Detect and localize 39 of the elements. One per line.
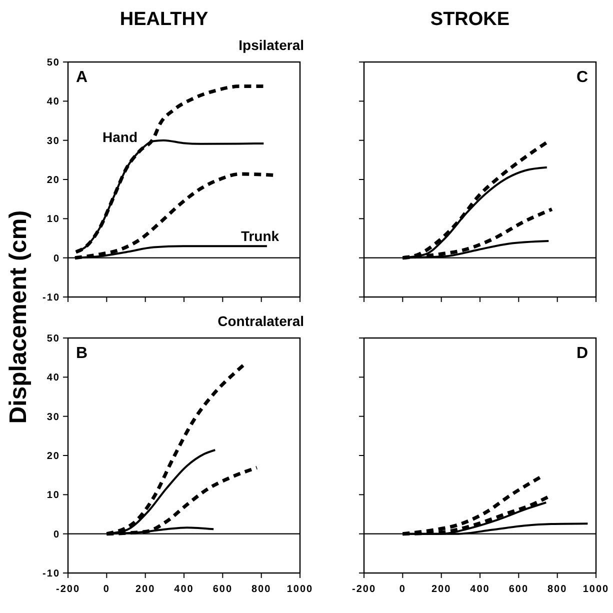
annotation: Trunk [240, 228, 280, 244]
chart-title: HEALTHY [120, 9, 208, 30]
x-tick-label: -200 [56, 584, 80, 595]
x-tick-label: 200 [431, 584, 452, 595]
y-tick-label: 50 [46, 334, 60, 344]
y-tick-label: 40 [46, 372, 60, 384]
y-tick-label: 30 [46, 412, 60, 423]
y-tick-label: 20 [46, 175, 60, 186]
x-tick-label: -200 [352, 584, 376, 595]
y-tick-label: 30 [46, 136, 60, 147]
y-tick-label: -10 [42, 568, 60, 580]
chart-subtitle: Ipsilateral [238, 37, 304, 53]
y-tick-label: 10 [46, 214, 60, 226]
x-tick-label: 200 [135, 584, 156, 595]
x-tick-label: 400 [470, 584, 490, 595]
annotation: D [576, 345, 588, 362]
x-tick-label: 0 [399, 584, 406, 595]
chart-subtitle: Contralateral [218, 313, 304, 329]
annotation: C [576, 69, 588, 86]
y-tick-label: 20 [46, 451, 60, 462]
chart-title: STROKE [430, 9, 510, 30]
y-tick-label: -10 [42, 292, 60, 304]
x-tick-label: 1000 [582, 584, 610, 595]
annotation: A [76, 69, 88, 86]
y-axis-title: Displacement (cm) [5, 210, 32, 424]
y-tick-label: 10 [46, 490, 60, 502]
y-tick-label: 40 [46, 96, 60, 108]
x-tick-label: 400 [174, 584, 194, 595]
y-tick-label: 0 [53, 529, 60, 540]
annotation: Hand [102, 128, 138, 145]
x-tick-label: 600 [212, 584, 233, 595]
annotation: B [76, 345, 88, 362]
x-tick-label: 800 [547, 584, 568, 595]
x-tick-label: 0 [103, 584, 110, 595]
x-tick-label: 600 [508, 584, 529, 595]
x-tick-label: 1000 [286, 584, 314, 595]
y-tick-label: 0 [53, 253, 60, 264]
x-tick-label: 800 [251, 584, 272, 595]
y-tick-label: 50 [46, 58, 60, 68]
